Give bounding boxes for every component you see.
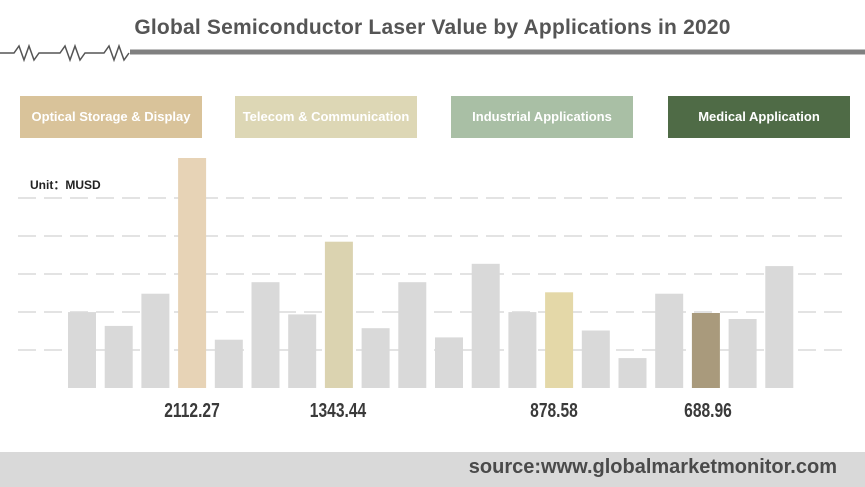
value-label-optical: 2112.27 — [164, 400, 220, 422]
legend-medical: Medical Application — [668, 96, 850, 138]
source-text: source:www.globalmarketmonitor.com — [468, 456, 837, 478]
bar-decorative — [68, 312, 96, 388]
unit-label: Unit：MUSD — [30, 178, 101, 192]
bar-decorative — [508, 312, 537, 388]
value-label-telecom: 1343.44 — [309, 400, 367, 422]
bar-decorative — [104, 325, 133, 388]
bar-medical — [691, 313, 720, 388]
bar-decorative — [618, 358, 647, 388]
bar-decorative — [435, 337, 463, 388]
chart-legend: Optical Storage & Display Telecom & Comm… — [0, 96, 865, 138]
bar-decorative — [728, 319, 757, 388]
chart-title: Global Semiconductor Laser Value by Appl… — [134, 16, 731, 39]
legend-optical-storage: Optical Storage & Display — [20, 96, 202, 138]
bar-decorative — [765, 266, 794, 388]
bar-decorative — [361, 328, 390, 388]
legend-telecom: Telecom & Communication — [235, 96, 417, 138]
bar-decorative — [471, 263, 500, 388]
footer-bar: source:www.globalmarketmonitor.com — [0, 452, 865, 487]
legend-industrial: Industrial Applications — [451, 96, 633, 138]
bar-decorative — [141, 293, 170, 388]
bar-decorative — [581, 330, 610, 388]
value-label-medical: 688.96 — [684, 400, 732, 422]
bar-decorative — [288, 314, 317, 388]
bar-decorative — [398, 282, 427, 388]
value-label-industrial: 878.58 — [530, 400, 578, 422]
bar-optical — [178, 158, 207, 388]
bar-decorative — [251, 282, 280, 388]
header-decoration — [0, 43, 865, 63]
bar-decorative — [214, 339, 243, 388]
bar-decorative — [655, 293, 684, 388]
bar-industrial — [545, 292, 574, 388]
bar-telecom — [324, 241, 353, 388]
